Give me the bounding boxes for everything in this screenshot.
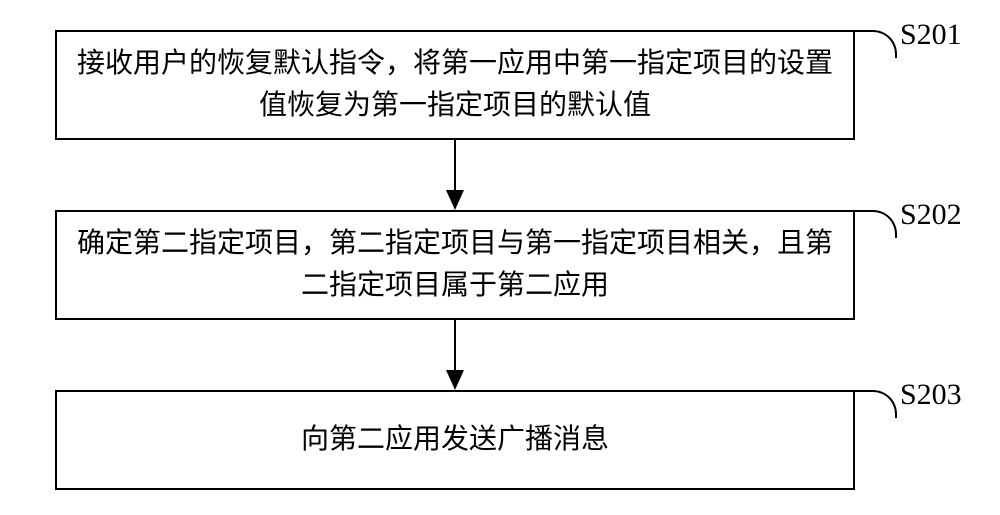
step-label: S203 [900, 378, 962, 412]
flowchart-node-text: 确定第二指定项目，第二指定项目与第一指定项目相关，且第二指定项目属于第二应用 [77, 223, 833, 307]
flowchart-node: 向第二应用发送广播消息 [55, 390, 855, 490]
label-leader [855, 30, 897, 58]
label-leader [855, 390, 897, 418]
label-leader [855, 210, 897, 238]
flowchart-arrow [446, 140, 464, 210]
flowchart-node: 接收用户的恢复默认指令，将第一应用中第一指定项目的设置值恢复为第一指定项目的默认… [55, 30, 855, 140]
flowchart-node-text: 接收用户的恢复默认指令，将第一应用中第一指定项目的设置值恢复为第一指定项目的默认… [77, 43, 833, 127]
flowchart-node-text: 向第二应用发送广播消息 [301, 419, 609, 461]
flowchart-canvas: 接收用户的恢复默认指令，将第一应用中第一指定项目的设置值恢复为第一指定项目的默认… [0, 0, 1000, 515]
step-label: S201 [900, 18, 962, 52]
flowchart-arrow [446, 320, 464, 390]
step-label: S202 [900, 198, 962, 232]
flowchart-node: 确定第二指定项目，第二指定项目与第一指定项目相关，且第二指定项目属于第二应用 [55, 210, 855, 320]
